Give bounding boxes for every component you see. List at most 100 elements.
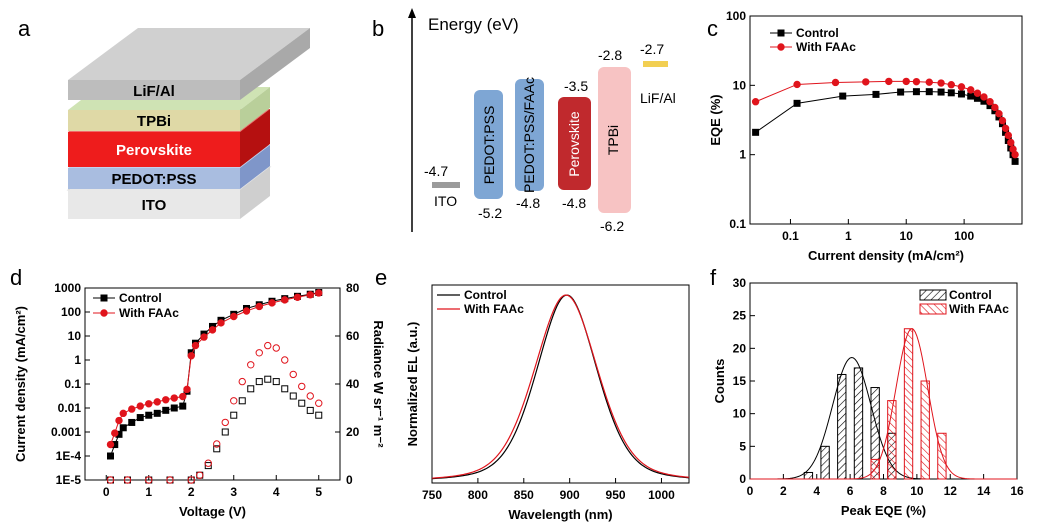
x-tick-label: 1	[845, 229, 852, 243]
y-tick-label: 0.1	[729, 217, 746, 231]
eqe-vs-current-chart: 0.1 1 10 100 0.1 1 10 100 Current density (mA/cm…	[708, 9, 1023, 263]
data-point	[1007, 138, 1015, 147]
legend-label: Control	[796, 26, 839, 40]
data-point	[912, 77, 921, 86]
y-axis-title: Normalized EL (a.u.)	[405, 322, 420, 447]
data-point	[315, 289, 323, 297]
pedot-band	[474, 90, 503, 199]
x-tick-label: 14	[977, 484, 991, 498]
histogram-bar	[887, 400, 897, 480]
data-point	[281, 356, 289, 364]
data-point	[221, 418, 229, 427]
data-point	[166, 476, 174, 484]
x-tick-label: 900	[560, 488, 580, 502]
y2-axis-title: Radiance W sr⁻¹ m⁻²	[371, 320, 386, 448]
x-tick-label: 10	[900, 229, 914, 243]
y-tick-label: 1E-4	[56, 449, 82, 463]
data-point	[925, 88, 933, 96]
x-tick-label: 5	[315, 485, 322, 499]
data-point	[991, 103, 999, 112]
data-point	[242, 307, 251, 315]
data-point	[204, 459, 212, 467]
lifal-name: LiF/Al	[640, 90, 676, 106]
data-point	[947, 89, 955, 97]
legend-marker	[777, 43, 785, 51]
data-point	[315, 399, 323, 407]
data-point	[106, 476, 115, 484]
x-tick-label: 0	[103, 485, 110, 499]
data-point	[162, 406, 170, 414]
x-tick-label: 750	[422, 488, 442, 502]
x-tick-label: 950	[606, 488, 626, 502]
legend-swatch	[919, 303, 947, 315]
data-point	[204, 462, 212, 470]
data-point	[255, 302, 263, 311]
legend-label: Control	[949, 288, 992, 302]
legend-marker	[777, 29, 785, 37]
panel-label-f: f	[710, 265, 717, 290]
x-tick-label: 100	[954, 229, 974, 243]
data-point	[230, 312, 238, 321]
data-point	[213, 440, 221, 448]
tpbi-side	[240, 87, 270, 131]
data-point	[119, 424, 127, 432]
data-point	[897, 88, 905, 96]
y-tick-label: 0.01	[58, 401, 82, 415]
data-point	[298, 399, 306, 407]
lifal-top	[68, 28, 310, 80]
data-point	[123, 476, 132, 484]
layer-label-ito: ITO	[142, 197, 167, 214]
legend-label: With FAAc	[796, 40, 856, 54]
data-point	[937, 88, 945, 96]
pedot-bottom-value: -5.2	[478, 205, 502, 221]
data-point	[187, 476, 195, 484]
x-tick-label: 0	[747, 484, 754, 498]
data-point	[793, 80, 801, 89]
data-point	[145, 411, 153, 419]
lifal-side	[240, 28, 310, 100]
data-point	[162, 396, 170, 404]
legend-label: With FAAc	[119, 306, 179, 320]
data-point	[196, 471, 204, 479]
y-tick-label: 30	[733, 276, 747, 290]
data-point	[272, 344, 280, 352]
data-point	[136, 402, 144, 410]
plot-frame	[431, 284, 690, 484]
data-point	[115, 416, 123, 425]
data-point	[200, 333, 208, 341]
x-tick-label: 1	[145, 485, 152, 499]
y-tick-label: 1	[74, 353, 81, 367]
data-point	[752, 128, 760, 136]
layer-label-pedot: PEDOT:PSS	[111, 171, 196, 188]
data-point	[247, 385, 255, 393]
data-point	[1011, 157, 1019, 165]
perovskite-name: Perovskite	[566, 111, 582, 177]
data-point	[111, 429, 119, 437]
histogram-bar	[920, 380, 930, 480]
data-point	[315, 411, 323, 419]
plot-frame	[749, 15, 1023, 225]
data-point	[995, 109, 1003, 118]
data-point	[268, 299, 276, 307]
data-point	[967, 86, 975, 94]
x-axis-title: Voltage (V)	[179, 504, 246, 519]
gaussian-fit	[749, 356, 1017, 480]
legend-label: With FAAc	[949, 302, 1009, 316]
y-axis-title: Counts	[712, 359, 727, 404]
data-point	[153, 409, 161, 417]
perovskite-layer	[68, 132, 240, 167]
y-tick-label: 10	[68, 329, 82, 343]
data-point	[751, 98, 760, 106]
data-point	[145, 476, 153, 484]
data-point	[281, 385, 289, 393]
panel-label-c: c	[707, 16, 718, 41]
y-tick-label: 0	[739, 472, 746, 486]
x-tick-label: 12	[944, 484, 958, 498]
data-point	[208, 326, 217, 334]
data-point	[230, 411, 238, 419]
layer-label-perovskite: Perovskite	[116, 142, 192, 159]
layer-label-tpbi: TPBi	[137, 113, 171, 130]
data-point	[306, 406, 314, 414]
jv-radiance-chart: 0 1 2 3 4 5 1E-5 1E-4 0.001 0.01 0.1 1 10 100 1000 0 20 4…	[13, 281, 386, 519]
pedot-name: PEDOT:PSS	[481, 106, 497, 185]
